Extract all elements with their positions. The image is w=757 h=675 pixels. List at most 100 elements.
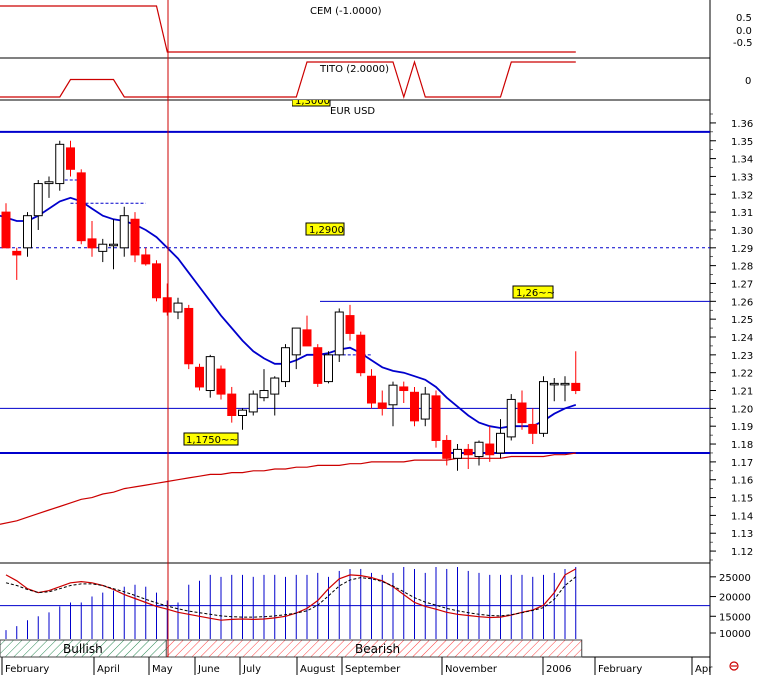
candle-body [517, 402, 527, 424]
candle-body [474, 441, 484, 458]
candle-body [248, 393, 258, 413]
candle-body [238, 409, 247, 416]
candle-body [87, 238, 97, 249]
cem-line [0, 5, 576, 53]
price-tick-label: 1.34 [731, 155, 753, 166]
candle-body [334, 311, 344, 356]
candle-body [141, 254, 151, 265]
month-label: July [242, 664, 261, 675]
level-label-2-text: 1,26~~ [516, 288, 555, 299]
candle-body [270, 377, 280, 395]
candle-body [184, 307, 194, 365]
candle-body [453, 448, 462, 459]
cem-tick-label: 0.0 [736, 26, 752, 37]
candle-body [1, 211, 11, 249]
candle-body [259, 390, 269, 399]
candle-body [195, 366, 204, 388]
candle-body [506, 398, 516, 438]
candle-body [313, 347, 323, 384]
tito-line [0, 59, 576, 100]
moving-averages [0, 196, 577, 525]
volume-tick-label: 20000 [719, 593, 751, 604]
oscillator-line [5, 568, 577, 621]
cem-tick-label: -0.5 [733, 38, 753, 49]
price-tick-label: 1.12 [731, 547, 753, 558]
tito-tick-label: 0 [745, 76, 751, 87]
candle-body [367, 375, 376, 404]
main-panel-title: EUR USD [330, 106, 375, 117]
price-tick-label: 1.31 [731, 208, 753, 219]
price-tick-label: 1.24 [731, 333, 753, 344]
price-tick-label: 1.16 [731, 476, 753, 487]
volume-bars [5, 566, 577, 639]
candle-body [571, 382, 581, 392]
price-tick-label: 1.26 [731, 297, 753, 308]
candle-body [281, 347, 290, 383]
month-label: 2006 [546, 664, 571, 675]
candle-body [549, 382, 559, 386]
candle-body [291, 327, 301, 356]
candle-body [205, 356, 215, 392]
month-label: September [345, 664, 401, 675]
month-labels: February April May June July August September N… [1, 657, 713, 675]
price-tick-label: 1.28 [731, 262, 753, 273]
candle-body [76, 172, 86, 242]
month-label: August [300, 664, 335, 675]
candle-body [173, 302, 183, 313]
cem-panel-title: CEM (-1.0000) [310, 6, 382, 17]
clipped-label: 1,3000 [292, 96, 331, 107]
level-label-2: 1,26~~ [512, 285, 555, 299]
candle-body [227, 393, 237, 416]
level-lines [0, 130, 710, 607]
price-tick-label: 1.17 [731, 458, 753, 469]
candle-body [23, 215, 32, 249]
candle-body [119, 215, 129, 249]
candle-body [324, 354, 333, 383]
volume-tick-label: 15000 [719, 612, 751, 623]
candle-body [528, 423, 538, 434]
candle-body [377, 402, 387, 409]
price-tick-label: 1.27 [731, 279, 753, 290]
price-tick-label: 1.36 [731, 119, 753, 130]
bearish-label: Bearish [355, 642, 400, 656]
price-tick-label: 1.13 [731, 529, 753, 540]
month-label: November [445, 664, 498, 675]
month-label: May [152, 664, 173, 675]
candle-body [55, 143, 65, 185]
price-tick-label: 1.35 [731, 137, 753, 148]
price-tick-label: 1.23 [731, 351, 753, 362]
level-label-1: 1,2900 [305, 222, 345, 236]
candlesticks [1, 140, 581, 471]
bullish-label: Bullish [63, 642, 103, 656]
candle-body [44, 181, 54, 185]
candle-body [302, 329, 312, 347]
candle-body [485, 443, 495, 456]
volume-tick-label: 25000 [719, 573, 751, 584]
price-tick-label: 1.19 [731, 422, 753, 433]
candle-body [33, 183, 43, 217]
candle-body [431, 395, 441, 441]
clipped-label-text: 1,3000 [295, 96, 330, 107]
candle-body [162, 297, 172, 313]
candle-body [109, 243, 118, 247]
price-tick-label: 1.32 [731, 190, 753, 201]
candle-body [12, 250, 22, 256]
candle-body [496, 432, 505, 454]
month-label: June [197, 664, 220, 675]
candle-body [345, 315, 355, 334]
candle-body [463, 448, 473, 456]
price-tick-label: 1.30 [731, 226, 753, 237]
settings-icon[interactable] [729, 661, 739, 671]
volume-tick-label: 10000 [719, 629, 751, 640]
candle-body [130, 218, 140, 256]
candle-body [152, 263, 161, 299]
price-tick-label: 1.18 [731, 440, 753, 451]
price-tick-label: 1.14 [731, 511, 753, 522]
oscillator-signal-line [5, 576, 577, 618]
month-label: Apr [695, 664, 713, 675]
price-tick-label: 1.33 [731, 172, 753, 183]
candle-body [442, 439, 452, 459]
volume-ticks: 25000 20000 15000 10000 [710, 573, 751, 640]
cem-tick-label: 0.5 [736, 13, 752, 24]
